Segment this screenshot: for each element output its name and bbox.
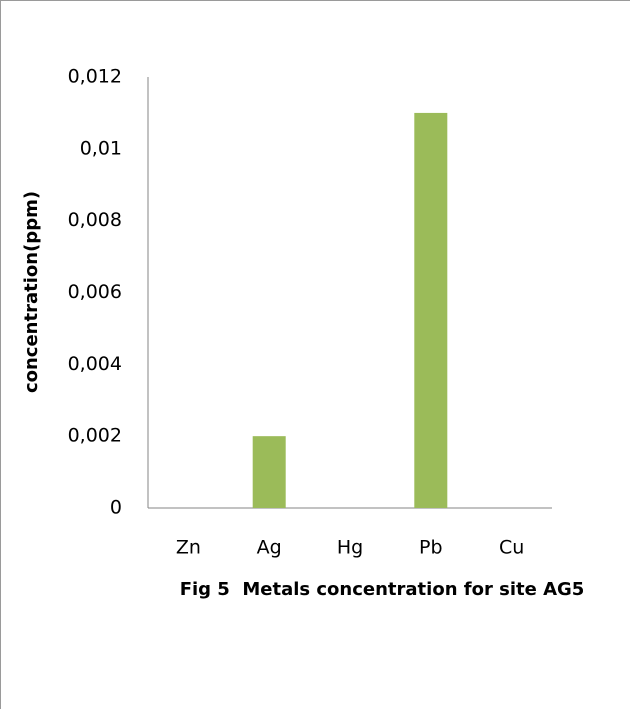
y-axis-label: concentration(ppm) <box>21 191 42 393</box>
y-tick-label: 0,002 <box>68 425 122 447</box>
x-tick-label: Pb <box>419 537 443 559</box>
x-axis-label: Fig 5 Metals concentration for site AG5 <box>180 579 585 600</box>
x-tick-label: Ag <box>257 537 282 559</box>
bar <box>252 436 286 508</box>
x-tick-label: Hg <box>337 537 363 559</box>
y-tick-label: 0,006 <box>68 281 122 303</box>
x-tick-label: Zn <box>176 537 201 559</box>
y-tick-label: 0,012 <box>68 66 122 88</box>
bar <box>414 112 448 509</box>
y-tick-label: 0,004 <box>68 353 122 375</box>
y-tick-label: 0 <box>110 497 122 519</box>
x-tick-label: Cu <box>499 537 524 559</box>
y-tick-label: 0,01 <box>80 137 122 159</box>
y-tick-label: 0,008 <box>68 209 122 231</box>
